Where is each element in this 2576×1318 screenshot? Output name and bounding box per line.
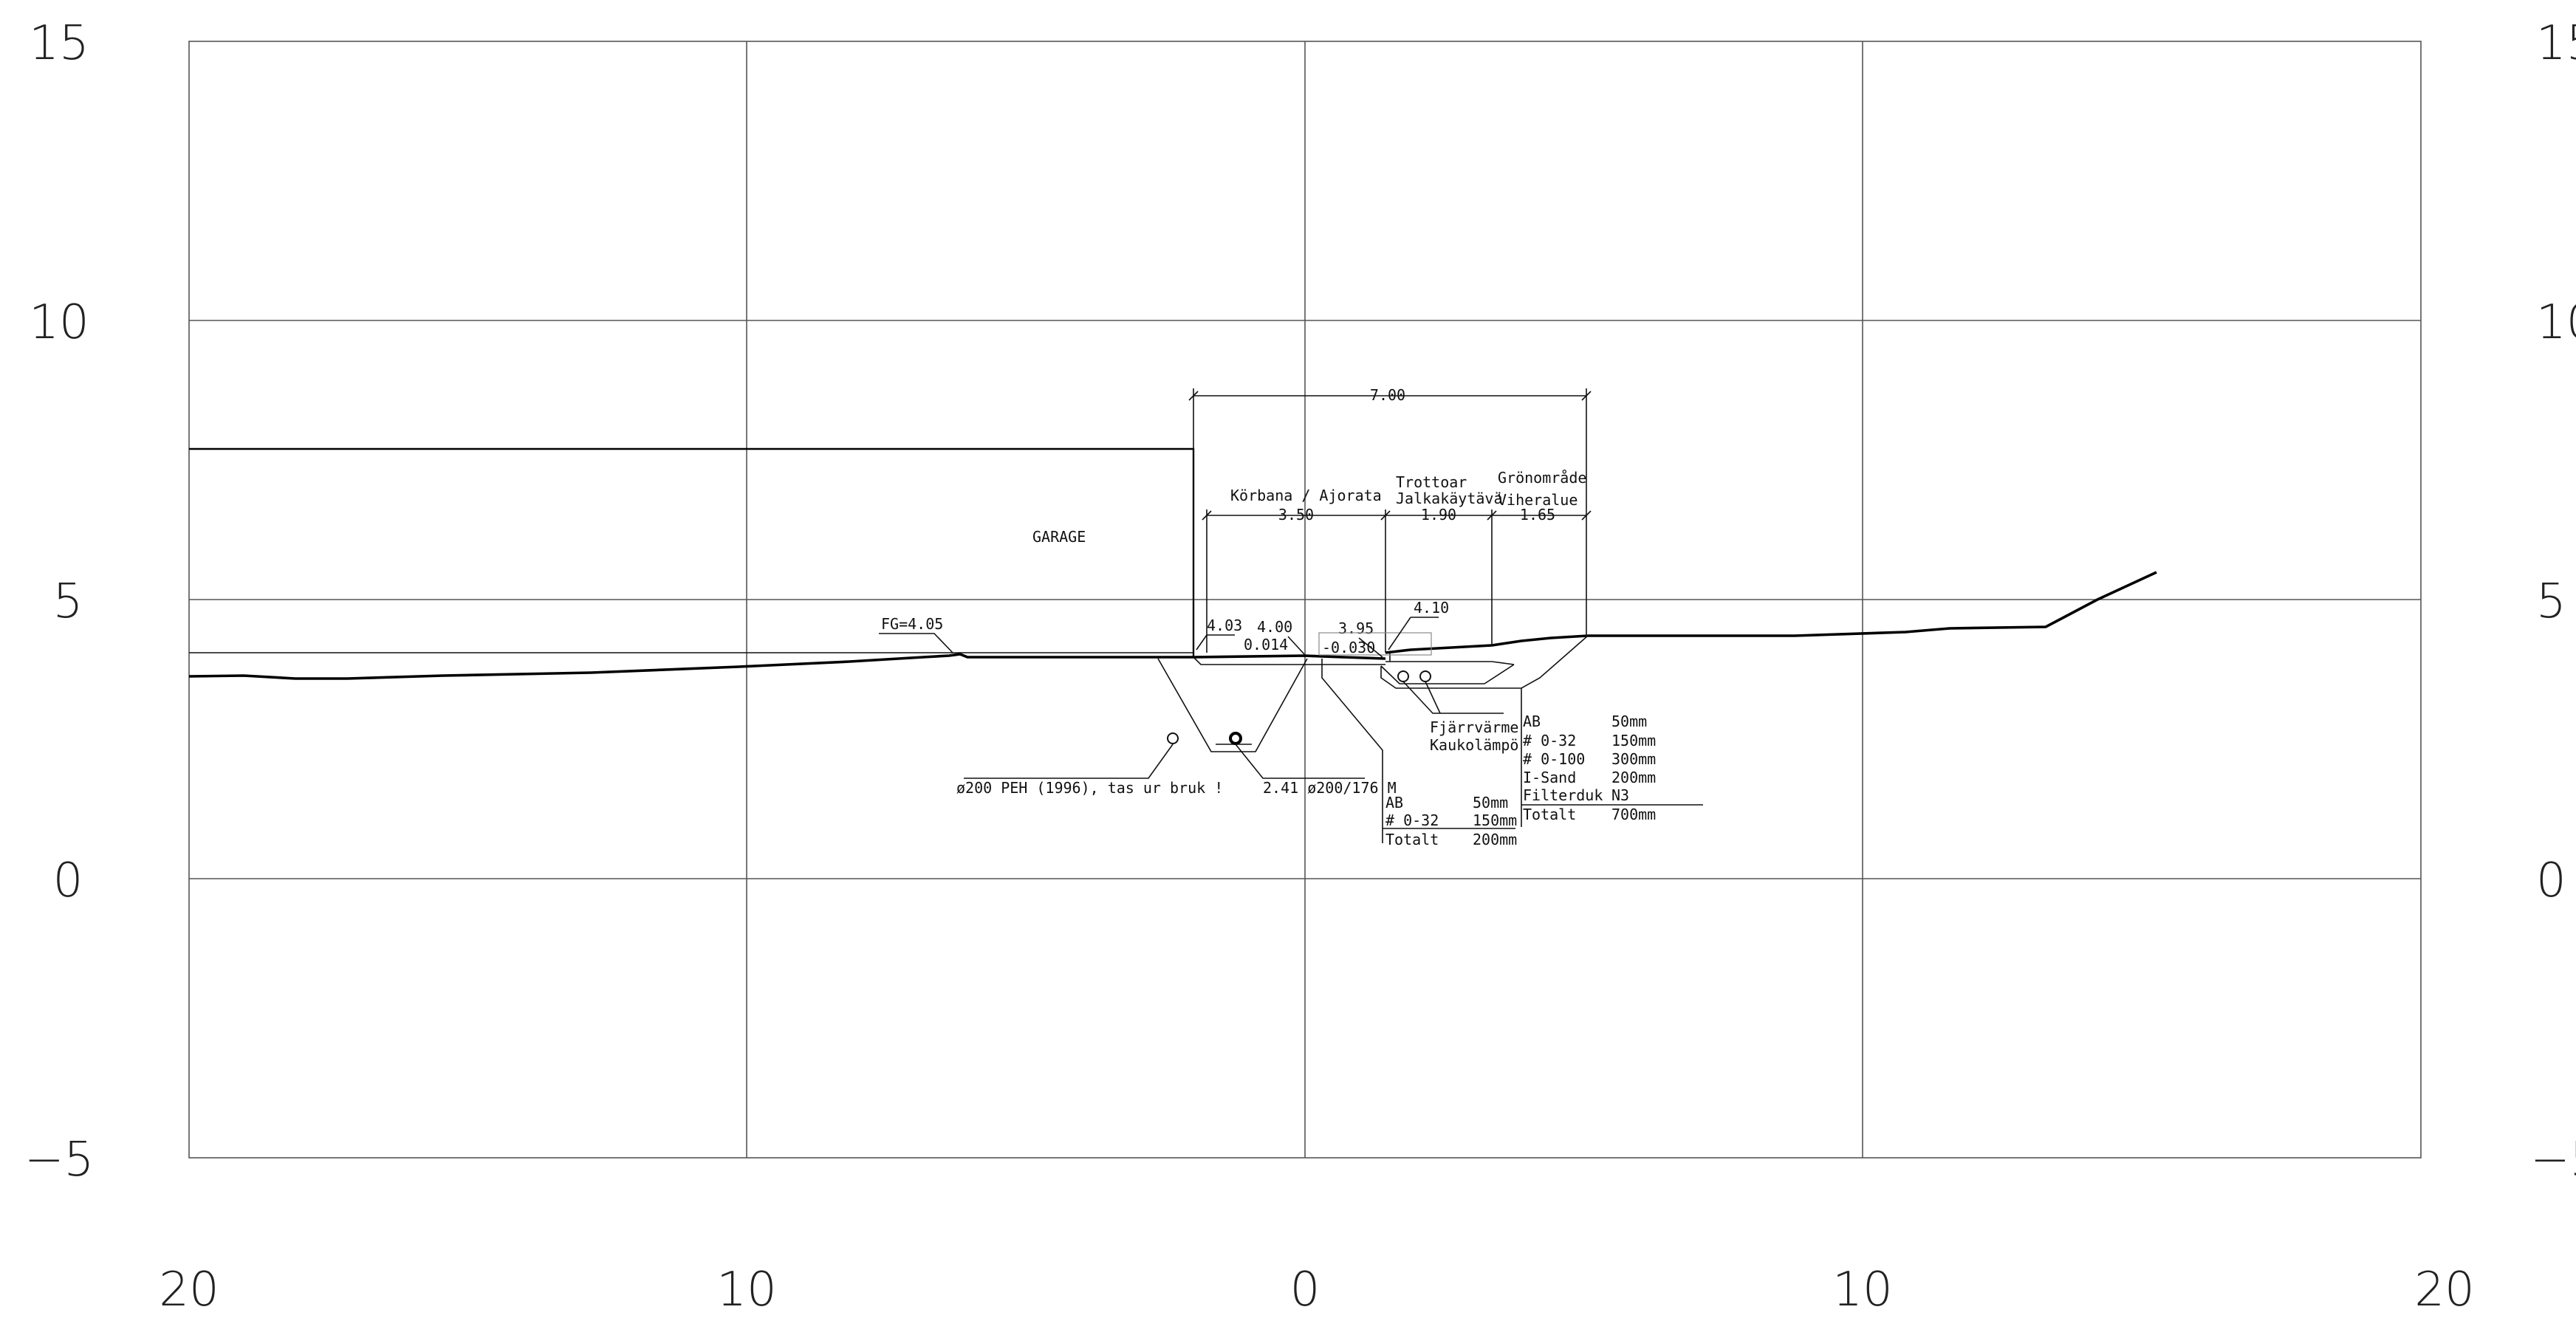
y-tick-label: 10 <box>29 295 89 350</box>
x-tick-label: 0 <box>1290 1263 1320 1317</box>
sidewalk-title-sv: Trottoar <box>1396 473 1467 491</box>
road-layer-table: AB 50mm # 0-32 150mm # 0-100 300mm I-San… <box>1521 688 1703 827</box>
x-tick-label: 10 <box>716 1263 776 1317</box>
layer-value: 150mm <box>1611 732 1656 749</box>
layer-name: # 0-32 <box>1385 811 1439 829</box>
layer-name: Totalt <box>1523 806 1576 823</box>
sidewalk-width-label: 1.90 <box>1421 506 1456 524</box>
heating-pipe-icon <box>1397 670 1409 682</box>
x-tick-label: 10 <box>1832 1263 1892 1317</box>
layer-value: 50mm <box>1611 713 1647 730</box>
layer-value: 700mm <box>1611 806 1656 823</box>
slope-label: 0.014 <box>1244 636 1288 653</box>
elevation-label: 4.10 <box>1414 599 1449 617</box>
road-surface <box>1193 571 2157 665</box>
sidewalk-layer-table: AB 50mm # 0-32 150mm Totalt 200mm <box>1383 794 1517 848</box>
layer-name: # 0-100 <box>1523 750 1585 768</box>
y-tick-label: 0 <box>53 854 83 908</box>
slope-label: -0.030 <box>1322 639 1375 656</box>
district-heating-trench: Fjärrvärme Kaukolämpö <box>1380 635 1589 754</box>
district-heating-label-sv: Fjärrvärme <box>1430 718 1518 736</box>
y-axis-right: 15 10 5 0 −5 <box>2530 16 2576 1187</box>
y-tick-label: −5 <box>24 1133 94 1187</box>
y-tick-label: 15 <box>29 16 89 71</box>
green-title-sv: Grönområde <box>1498 469 1586 487</box>
road-title: Körbana / Ajorata <box>1230 487 1382 504</box>
garage-structure: GARAGE <box>189 447 1195 657</box>
y-axis-left: 15 10 5 0 −5 <box>24 16 94 1187</box>
sidewalk-title-fi: Jalkakäytävä <box>1396 490 1503 507</box>
fg-elevation-label: FG=4.05 <box>881 615 943 633</box>
layer-value: 300mm <box>1611 750 1656 768</box>
y-tick-label: 10 <box>2536 295 2576 350</box>
y-tick-label: 5 <box>53 574 83 629</box>
road-width-label: 3.50 <box>1278 506 1314 524</box>
elevation-label: 4.00 <box>1257 618 1292 636</box>
pipe-trench: ø200 PEH (1996), tas ur bruk ! 2.41 ø200… <box>956 658 1397 797</box>
dimension-lines: 7.00 3.50 1.90 1.65 Körbana / Ajorata Tr… <box>1188 386 1592 653</box>
district-heating-label-fi: Kaukolämpö <box>1430 736 1518 754</box>
layer-value: 200mm <box>1611 769 1656 786</box>
layer-value: 200mm <box>1473 831 1517 848</box>
layer-name: Totalt <box>1385 831 1439 848</box>
curb-leader <box>1321 659 1383 843</box>
x-tick-label: 20 <box>2414 1263 2474 1317</box>
x-tick-label: 20 <box>159 1263 219 1317</box>
existing-ground-line: FG=4.05 <box>188 615 1193 680</box>
elevation-label: 3.95 <box>1338 619 1374 637</box>
layer-name: AB <box>1385 794 1403 811</box>
new-pipe-label: 2.41 ø200/176 M <box>1263 779 1397 797</box>
layer-name: Filterduk <box>1523 786 1603 804</box>
old-pipe-label: ø200 PEH (1996), tas ur bruk ! <box>956 779 1223 797</box>
y-tick-label: −5 <box>2530 1133 2576 1187</box>
layer-name: # 0-32 <box>1523 732 1576 749</box>
elevation-label: 4.03 <box>1207 617 1242 634</box>
grid <box>188 41 2422 1159</box>
y-tick-label: 5 <box>2536 574 2566 629</box>
green-title-fi: Viheralue <box>1498 491 1578 509</box>
layer-value: 150mm <box>1473 811 1517 829</box>
garage-label: GARAGE <box>1032 528 1086 546</box>
y-tick-label: 0 <box>2536 854 2566 908</box>
total-width-label: 7.00 <box>1370 386 1405 404</box>
old-pipe-marker <box>1167 732 1179 744</box>
y-tick-label: 15 <box>2536 16 2576 71</box>
heating-pipe-icon <box>1419 670 1431 682</box>
layer-name: AB <box>1523 713 1541 730</box>
layer-name: I-Sand <box>1523 769 1576 786</box>
layer-value: 50mm <box>1473 794 1508 811</box>
x-axis: 20 10 0 10 20 <box>159 1263 2474 1317</box>
green-width-label: 1.65 <box>1520 506 1555 524</box>
new-pipe-marker <box>1229 732 1242 745</box>
elevation-annotations: 4.03 4.00 0.014 3.95 -0.030 4.10 <box>1196 599 1449 658</box>
layer-value: N3 <box>1611 786 1629 804</box>
